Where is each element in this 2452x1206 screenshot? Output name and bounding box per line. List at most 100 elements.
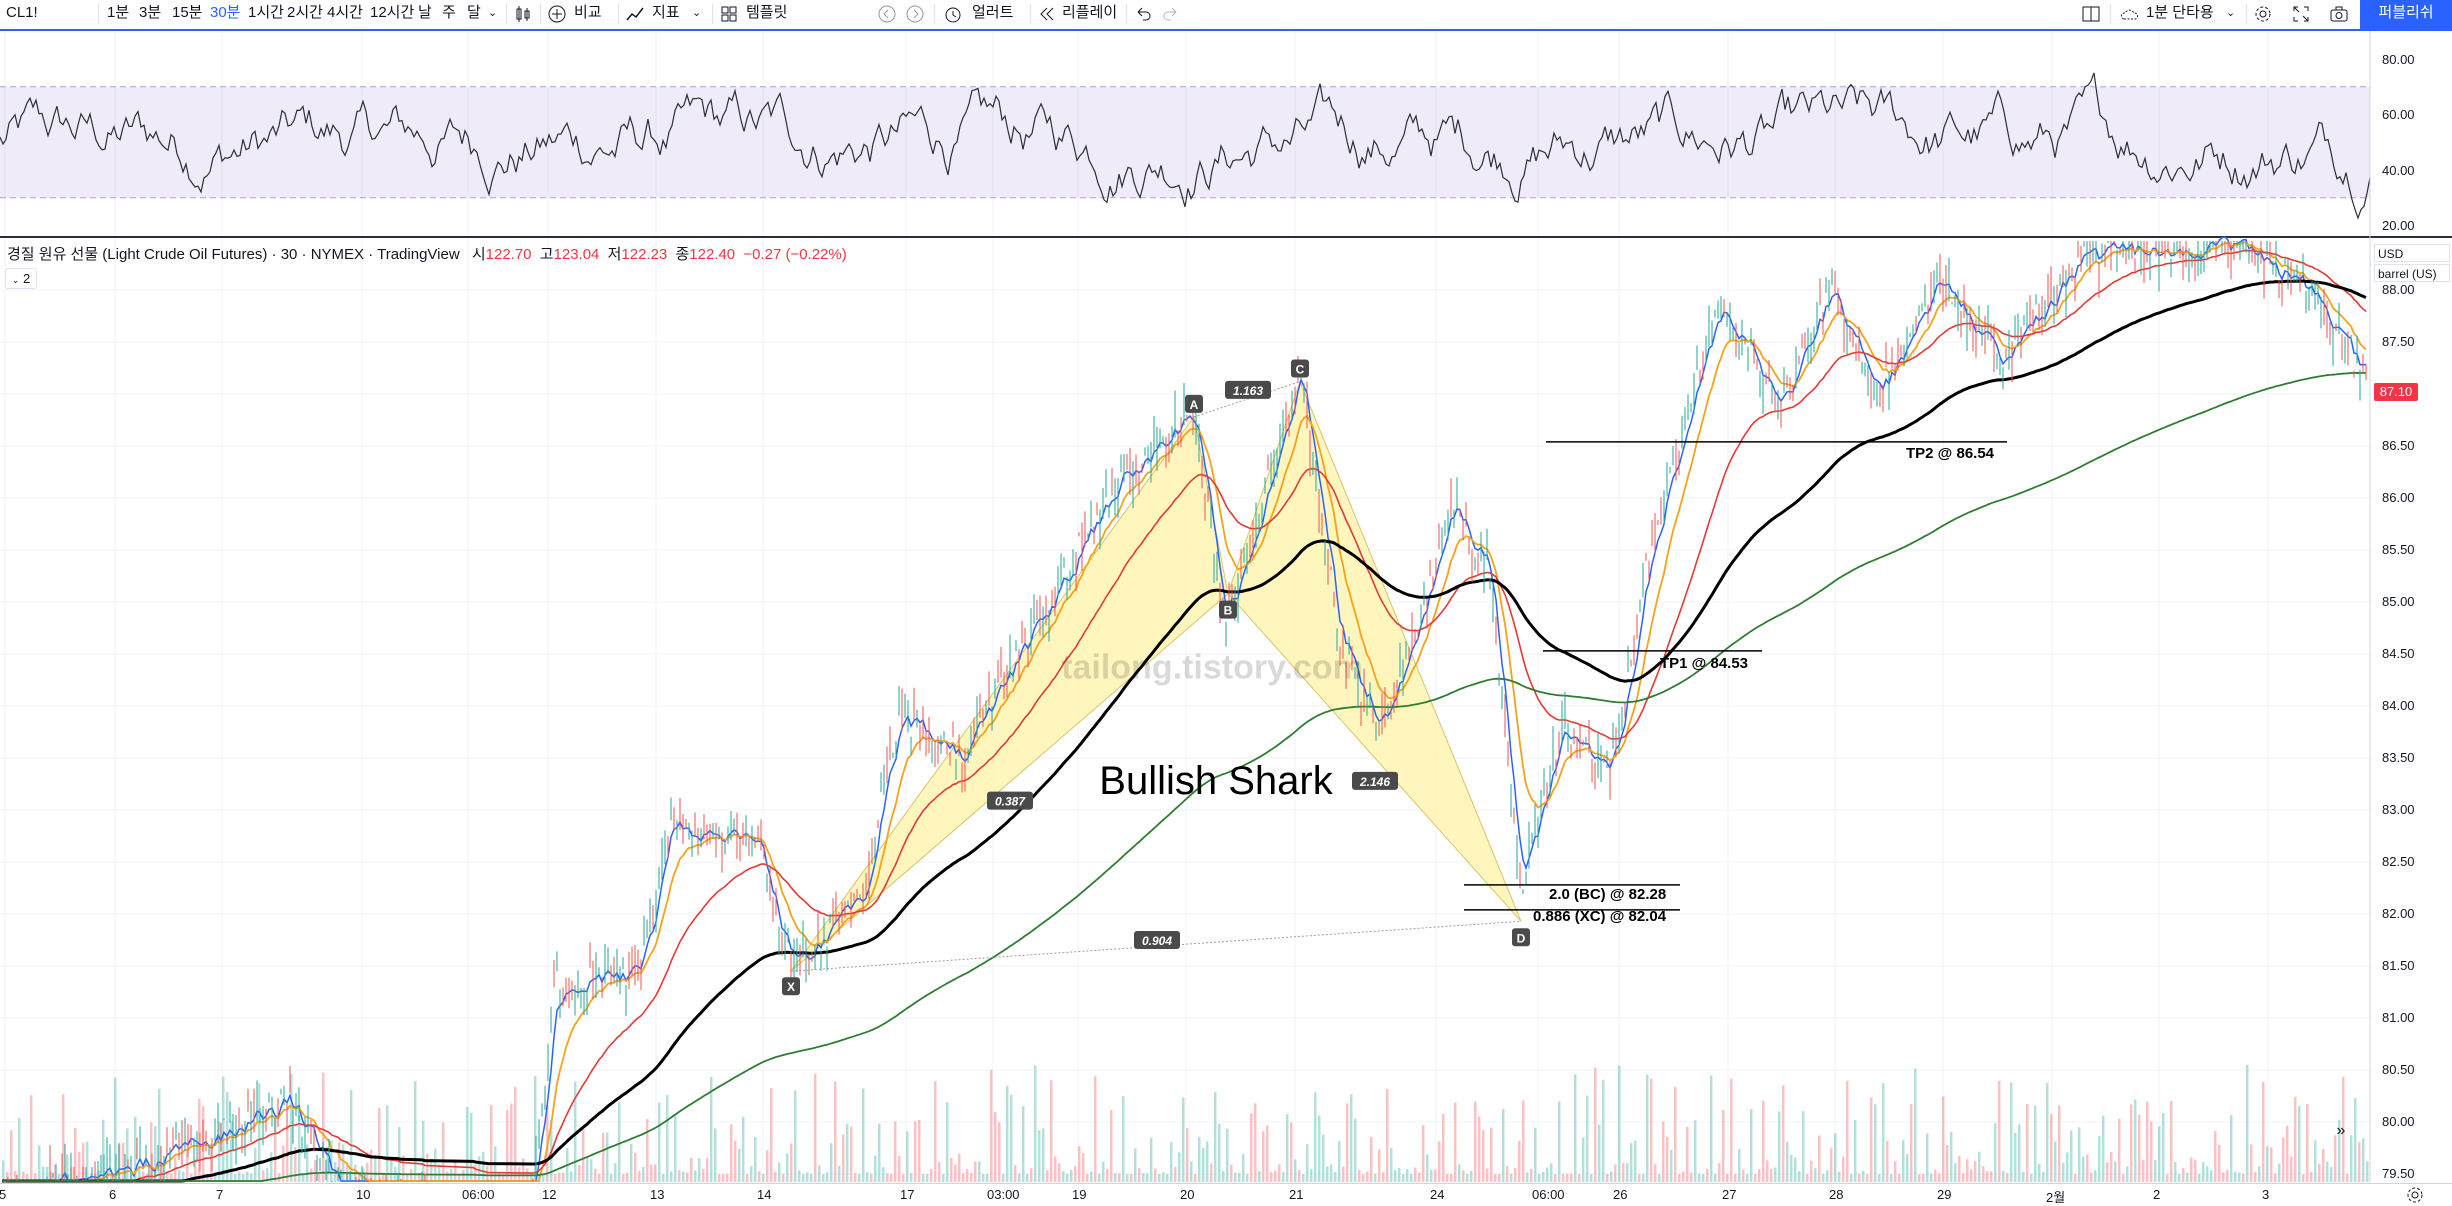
volume-bar [1534, 1127, 1537, 1182]
redo-icon[interactable] [1160, 3, 1182, 25]
volume-bar [1898, 1173, 1901, 1182]
volume-bar [1506, 1165, 1509, 1182]
volume-bar [1998, 1080, 2001, 1182]
volume-bar [2142, 1159, 2145, 1182]
volume-bar [594, 1168, 597, 1182]
volume-bar [802, 1174, 805, 1182]
volume-bar [1270, 1172, 1273, 1182]
toolbar-divider [934, 4, 935, 24]
volume-bar [702, 1169, 705, 1182]
cloud-icon[interactable] [2118, 3, 2140, 25]
time-axis-label: 10 [356, 1187, 371, 1202]
time-axis[interactable]: 5 6 7 10 06:00 12 13 14 17 03:00 19 20 21 24 06:00 26 27… [0, 1183, 2452, 1206]
time-axis-label: 06:00 [462, 1187, 495, 1202]
interval-4h[interactable]: 4시간 [327, 4, 363, 21]
volume-bar [2090, 1172, 2093, 1182]
volume-bar [1494, 1173, 1497, 1182]
volume-bar [810, 1174, 813, 1182]
volume-bar [914, 1121, 917, 1182]
volume-bar [322, 1072, 325, 1182]
volume-bar [1566, 1173, 1569, 1182]
volume-bar [158, 1088, 161, 1182]
volume-bar [1382, 1172, 1385, 1182]
scroll-to-realtime-icon[interactable]: » [2336, 1122, 2346, 1139]
time-axis-label: 12 [542, 1187, 557, 1202]
volume-bar [2274, 1173, 2277, 1182]
volume-bar [1954, 1163, 1957, 1182]
layout-split-icon[interactable] [2080, 3, 2102, 25]
layout-chevron-icon[interactable]: ⌄ [2226, 7, 2236, 19]
volume-bar [706, 1158, 709, 1182]
volume-bar [2174, 1162, 2177, 1182]
volume-bar [1598, 1124, 1601, 1182]
templates-button[interactable]: 템플릿 [746, 4, 788, 21]
alert-clock-icon[interactable] [942, 3, 964, 25]
volume-bar [814, 1073, 817, 1182]
volume-bar [1406, 1169, 1409, 1182]
volume-bar [1778, 1111, 1781, 1182]
interval-2h[interactable]: 2시간 [287, 4, 323, 21]
ma-green-line [2, 371, 2366, 1182]
chevron-right-circle-icon[interactable] [904, 3, 926, 25]
unit-select[interactable]: barrel (US) [2374, 264, 2450, 282]
interval-15m[interactable]: 15분 [172, 4, 203, 21]
replay-button[interactable]: 리플레이 [1062, 4, 1118, 21]
interval-month[interactable]: 달 [467, 4, 481, 21]
interval-12h[interactable]: 12시간 [370, 4, 415, 21]
replay-rewind-icon[interactable] [1036, 3, 1058, 25]
indicators-icon[interactable] [624, 3, 646, 25]
camera-icon[interactable] [2328, 3, 2350, 25]
volume-bar [950, 1157, 953, 1182]
volume-bar [726, 1173, 729, 1182]
gear-icon[interactable] [2252, 3, 2274, 25]
indicators-chevron-icon[interactable]: ⌄ [692, 7, 702, 19]
undo-icon[interactable] [1132, 3, 1154, 25]
volume-bar [402, 1155, 405, 1182]
compare-button[interactable]: 비교 [574, 4, 602, 21]
volume-bar [2170, 1100, 2173, 1182]
interval-1m[interactable]: 1분 [107, 4, 130, 21]
compare-plus-icon[interactable] [546, 3, 568, 25]
point-b-label-bg [1219, 600, 1237, 619]
interval-dropdown-chevron-icon[interactable]: ⌄ [488, 7, 498, 19]
candlestick-icon[interactable] [512, 3, 534, 25]
indicators-button[interactable]: 지표 [652, 4, 680, 21]
interval-1h[interactable]: 1시간 [248, 4, 284, 21]
volume-bar [274, 1117, 277, 1182]
interval-week[interactable]: 주 [442, 4, 456, 21]
layout-name-button[interactable]: 1분 단타용 [2146, 4, 2214, 21]
volume-bar [458, 1174, 461, 1182]
fullscreen-icon[interactable] [2290, 3, 2312, 25]
volume-bar [250, 1173, 253, 1182]
volume-bar [1266, 1125, 1269, 1182]
symbol-search[interactable]: CL1! [6, 4, 38, 21]
legend-collapse-button[interactable]: ⌄ 2 [5, 268, 37, 289]
volume-bar [1246, 1173, 1249, 1182]
series-legend[interactable]: 경질 원유 선물 (Light Crude Oil Futures) · 30 … [7, 243, 847, 264]
alert-button[interactable]: 얼러트 [972, 4, 1014, 21]
rsi-indicator [0, 72, 2371, 220]
ma-fast-line [2, 236, 2367, 1182]
currency-select[interactable]: USD [2374, 244, 2450, 262]
rsi-axis-label: 80.00 [2382, 52, 2415, 67]
chart-settings-gear-icon[interactable] [2404, 1184, 2426, 1206]
publish-button[interactable]: 퍼블리쉬 [2360, 0, 2452, 29]
volume-bar [1018, 1173, 1021, 1182]
chevron-left-circle-icon[interactable] [876, 3, 898, 25]
chart-canvas[interactable]: TP2 @ 86.54 TP1 @ 84.53 2.0 (BC) @ 82.28 0.… [0, 31, 2452, 1183]
volume-bar [382, 1172, 385, 1182]
volume-bar [806, 1172, 809, 1182]
volume-bar [878, 1123, 881, 1182]
volume-bar [302, 1173, 305, 1182]
volume-bar [1750, 1108, 1753, 1182]
templates-grid-icon[interactable] [718, 3, 740, 25]
volume-bar [1762, 1100, 1765, 1182]
volume-bar [290, 1074, 293, 1182]
interval-day[interactable]: 날 [418, 4, 432, 21]
time-axis-label: 29 [1937, 1187, 1952, 1202]
interval-30m[interactable]: 30분 [210, 4, 241, 21]
interval-3m[interactable]: 3분 [139, 4, 162, 21]
volume-bar [1526, 1172, 1529, 1182]
price-axis-label: 81.50 [2382, 958, 2415, 973]
volume-bar [758, 1171, 761, 1182]
